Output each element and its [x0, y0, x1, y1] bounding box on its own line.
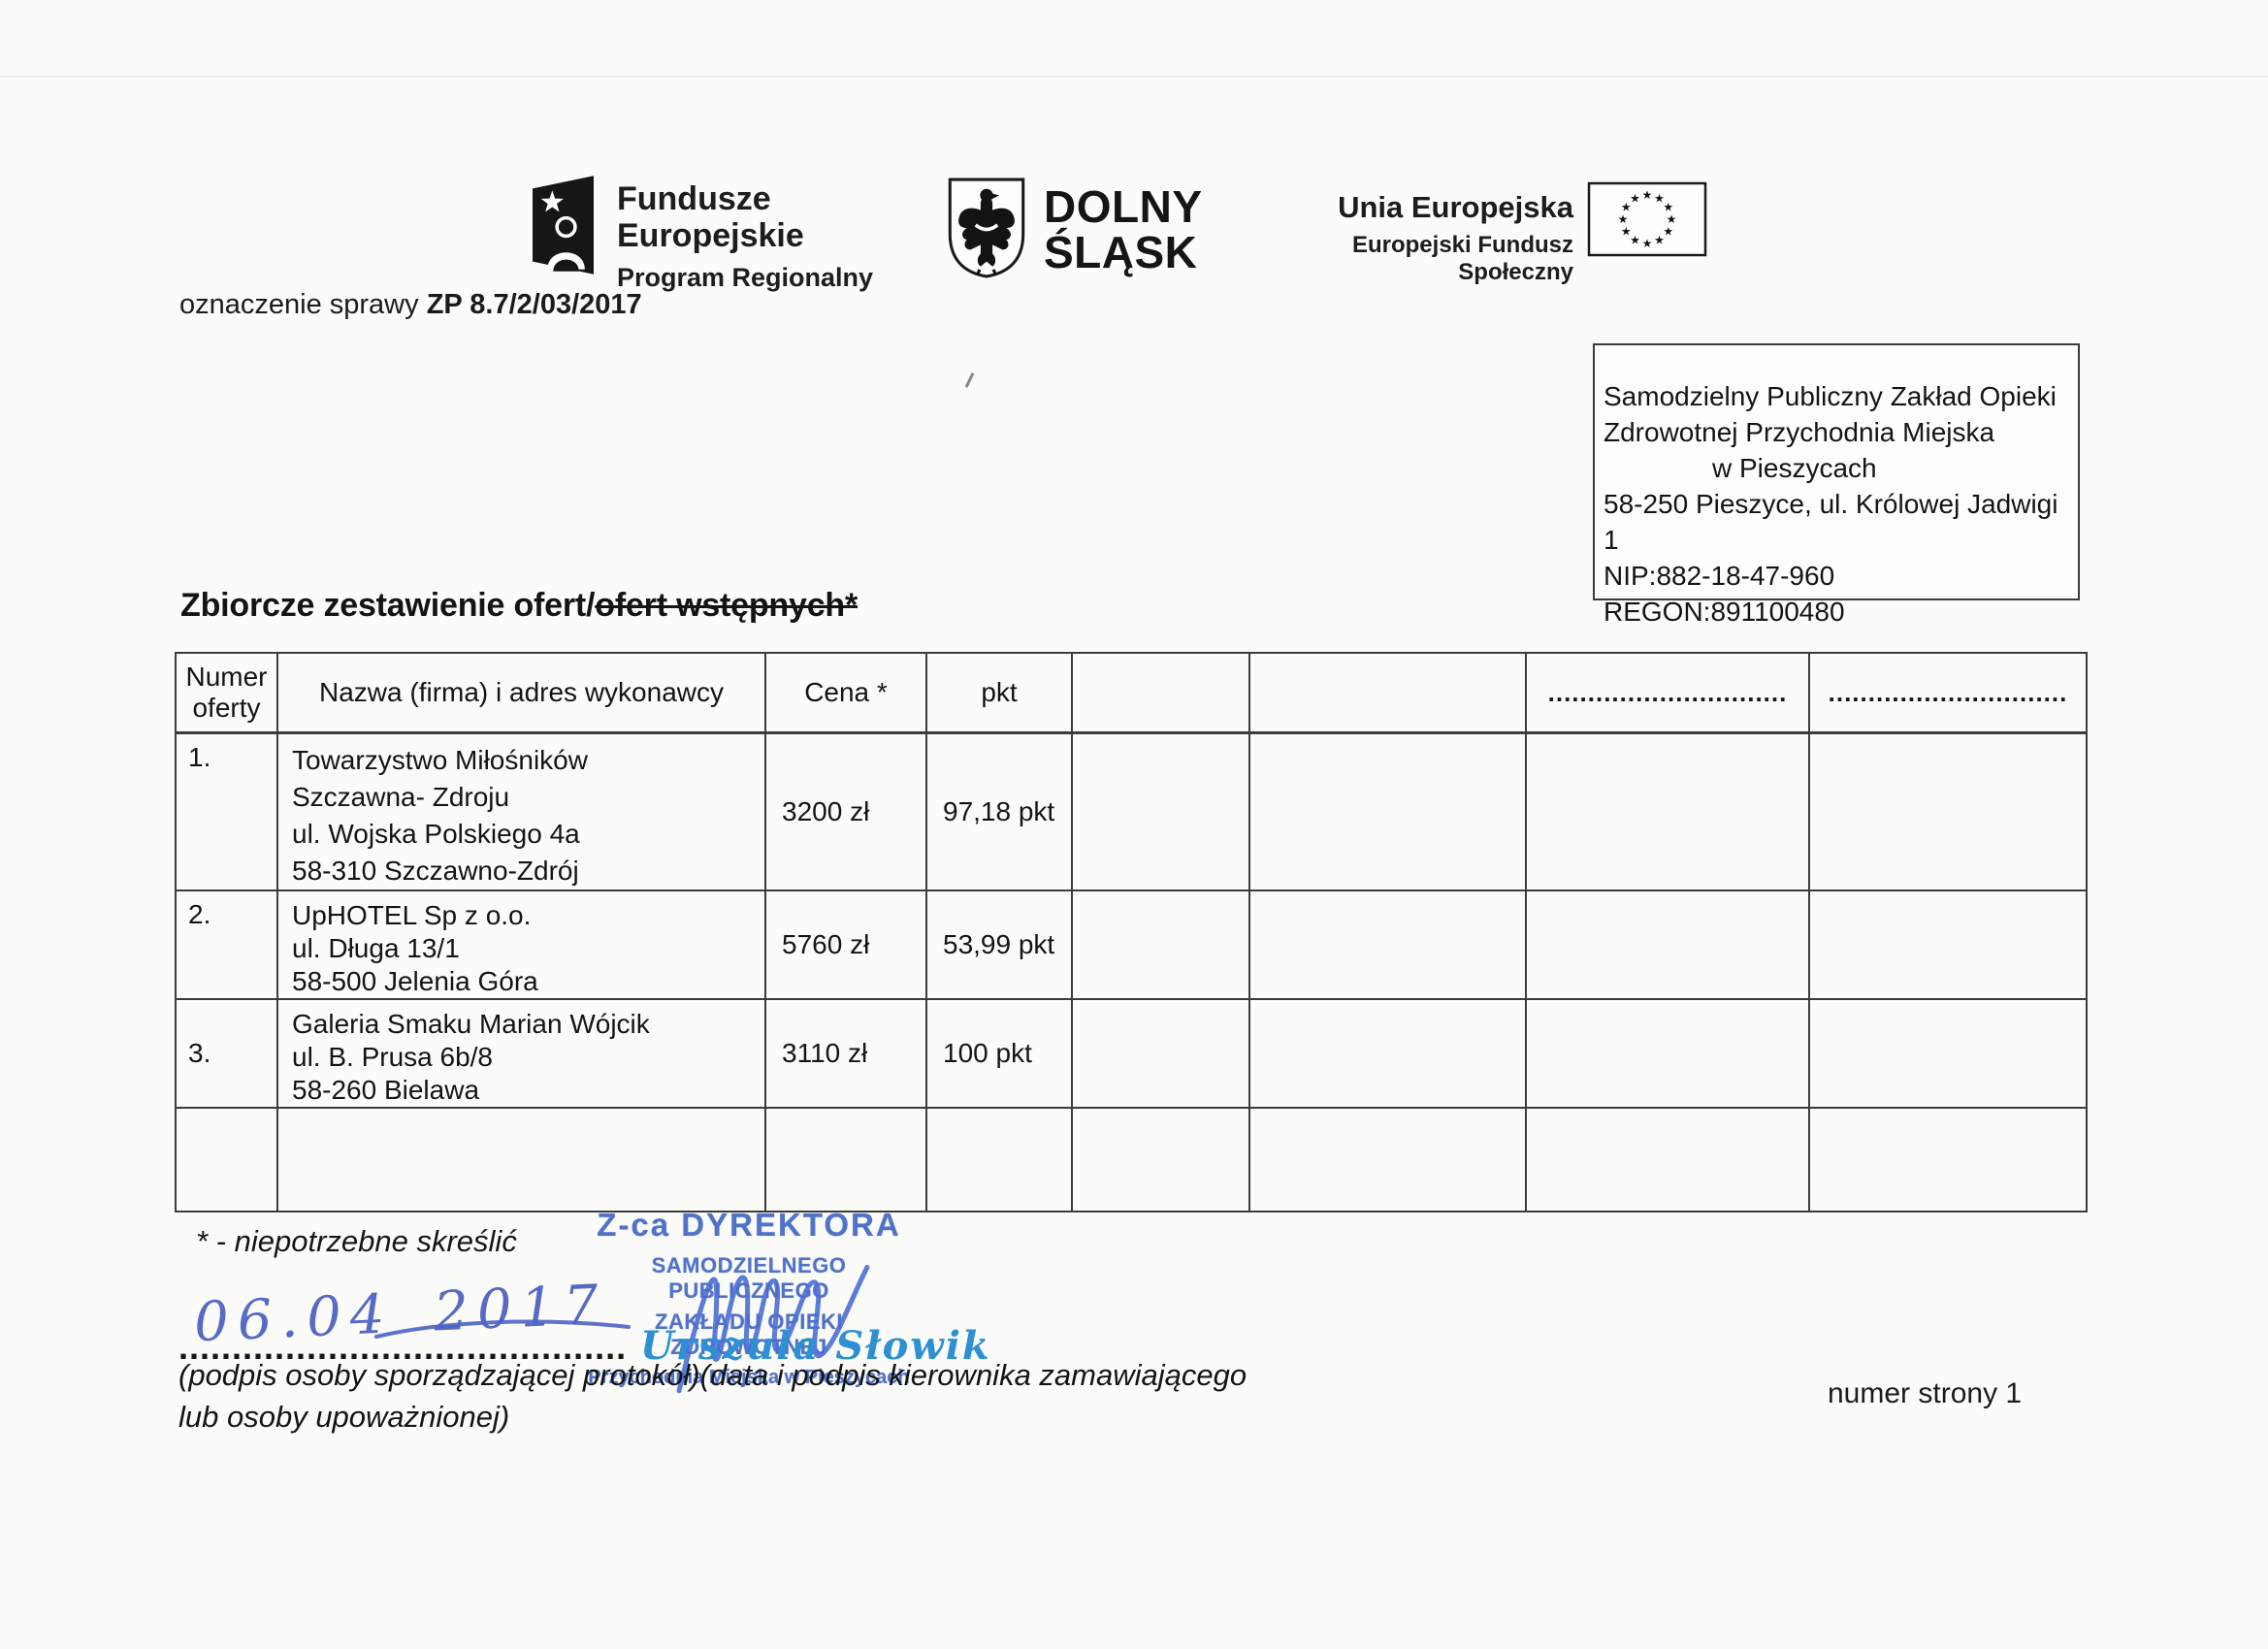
offer-name-address: UpHOTEL Sp z o.o. ul. Długa 13/1 58-500 … [276, 889, 766, 1000]
empty-cell [175, 1107, 278, 1212]
ds-line2: ŚLĄSK [1044, 227, 1198, 277]
signature-dotted-line: ........................................… [178, 1327, 628, 1367]
eu-flag-icon: ★ ★ ★ ★ ★ ★ ★ ★ ★ ★ ★ ★ [1587, 181, 1707, 257]
svg-text:★: ★ [1654, 191, 1665, 205]
case-label: oznaczenie sprawy [179, 289, 419, 320]
handwritten-signature-scribble [671, 1244, 877, 1401]
empty-cell [1248, 889, 1527, 1000]
stamp-line: SAMODZIELNEGO PUBLICZNEGO [651, 1253, 847, 1303]
eu-line1: Unia Europejska [1338, 190, 1573, 224]
stamp-line: Z-ca DYREKTORA [597, 1207, 901, 1243]
empty-cell [1248, 998, 1527, 1109]
offer-number: 2. [175, 889, 278, 1000]
empty-cell [764, 1107, 927, 1212]
table-row [175, 1107, 2088, 1212]
stamp-line: Przychodnia Miejska w Pieszycach [588, 1367, 910, 1388]
recipient-line: Samodzielny Publiczny Zakład Opieki [1604, 381, 2057, 411]
signature-name: Urszula Słowik [640, 1323, 991, 1369]
offers-table: Numer oferty Nazwa (firma) i adres wykon… [175, 652, 2088, 1212]
recipient-line: NIP:882-18-47-960 REGON:891100480 [1604, 561, 1845, 627]
document-title: Zbiorcze zestawienie ofert/ofert wstępny… [180, 587, 858, 625]
offer-price: 5760 zł [764, 889, 927, 1000]
offer-name-address: Galeria Smaku Marian Wójcik ul. B. Prusa… [276, 998, 766, 1109]
empty-cell [1071, 889, 1250, 1000]
fe-line1: Fundusze [617, 180, 771, 217]
footnote-asterisk: * - niepotrzebne skreślić [196, 1224, 517, 1258]
header-numer-oferty: Numer oferty [175, 652, 278, 734]
case-number-line: oznaczenie sprawy ZP 8.7/2/03/2017 [179, 289, 642, 321]
empty-cell [1808, 1107, 2088, 1212]
svg-text:★: ★ [1654, 234, 1665, 247]
empty-cell [276, 1107, 766, 1212]
eu-line2: Europejski Fundusz Społeczny [1351, 232, 1573, 285]
page-number: numer strony 1 [1828, 1377, 2023, 1409]
unia-europejska-logo-text: Unia Europejska Europejski Fundusz Społe… [1290, 190, 1573, 286]
empty-cell [1071, 1107, 1250, 1212]
header-pkt: pkt [925, 652, 1073, 734]
title-normal: Zbiorcze zestawienie ofert/ [180, 587, 596, 624]
svg-text:★: ★ [1642, 188, 1653, 202]
svg-text:★: ★ [1663, 201, 1673, 214]
header-dotted-2: .............................. [1808, 652, 2088, 734]
fe-line3: Program Regionalny [617, 263, 874, 292]
empty-cell [1071, 998, 1250, 1109]
header-cena: Cena * [764, 652, 927, 734]
scan-edge-line [0, 76, 2268, 77]
scan-speck [964, 372, 975, 388]
empty-cell [1808, 731, 2088, 891]
empty-cell [1525, 998, 1810, 1109]
table-row: 2. UpHOTEL Sp z o.o. ul. Długa 13/1 58-5… [175, 889, 2088, 1000]
dolny-slask-crest-icon [946, 177, 1027, 279]
offer-points: 53,99 pkt [925, 889, 1073, 1000]
empty-cell [1248, 731, 1527, 891]
fundusze-europejskie-logo-icon [533, 176, 594, 275]
empty-cell [925, 1107, 1073, 1212]
svg-text:★: ★ [1663, 225, 1673, 239]
recipient-line: w Pieszycach [1712, 453, 1877, 483]
fe-line2: Europejskie [617, 217, 804, 254]
header-empty-2 [1248, 652, 1527, 734]
footer-caption: (podpis osoby sporządzającej protokół)(d… [178, 1358, 1247, 1434]
svg-text:★: ★ [1621, 201, 1632, 214]
dolny-slask-logo-text: DOLNY ŚLĄSK [1044, 184, 1203, 275]
recipient-line: Zdrowotnej Przychodnia Miejska [1604, 417, 1995, 447]
svg-text:★: ★ [1618, 212, 1629, 226]
empty-cell [1808, 889, 2088, 1000]
offer-number: 1. [175, 731, 278, 891]
offer-name-address: Towarzystwo Miłośników Szczawna- Zdroju … [276, 731, 766, 891]
offer-number: 3. [175, 998, 278, 1109]
title-struck: ofert wstępnych* [595, 587, 859, 624]
empty-cell [1525, 889, 1810, 1000]
table-row: 1. Towarzystwo Miłośników Szczawna- Zdro… [175, 731, 2088, 891]
empty-cell [1248, 1107, 1527, 1212]
svg-text:★: ★ [1667, 212, 1677, 226]
ds-line1: DOLNY [1044, 181, 1203, 232]
svg-text:★: ★ [1630, 234, 1640, 247]
empty-cell [1525, 731, 1810, 891]
offer-price: 3200 zł [764, 731, 927, 891]
svg-text:★: ★ [1621, 225, 1632, 239]
table-header-row: Numer oferty Nazwa (firma) i adres wykon… [175, 652, 2088, 734]
table-row: 3. Galeria Smaku Marian Wójcik ul. B. Pr… [175, 998, 2088, 1109]
recipient-address-box: Samodzielny Publiczny Zakład Opieki Zdro… [1593, 343, 2080, 627]
offer-points: 97,18 pkt [925, 731, 1073, 891]
header-nazwa: Nazwa (firma) i adres wykonawcy [276, 652, 766, 734]
handwritten-date-flourish [374, 1311, 632, 1344]
empty-cell [1808, 998, 2088, 1109]
header-dotted-1: .............................. [1525, 652, 1810, 734]
svg-text:★: ★ [1642, 237, 1653, 250]
fundusze-europejskie-logo-text: Fundusze Europejskie Program Regionalny [617, 180, 873, 296]
header-empty-1 [1071, 652, 1250, 734]
empty-cell [1071, 731, 1250, 891]
offer-price: 3110 zł [764, 998, 927, 1109]
offer-points: 100 pkt [925, 998, 1073, 1109]
case-number: ZP 8.7/2/03/2017 [426, 289, 642, 320]
recipient-line: 58-250 Pieszyce, ul. Królowej Jadwigi 1 [1604, 489, 2058, 555]
svg-text:★: ★ [1630, 191, 1640, 205]
empty-cell [1525, 1107, 1810, 1212]
